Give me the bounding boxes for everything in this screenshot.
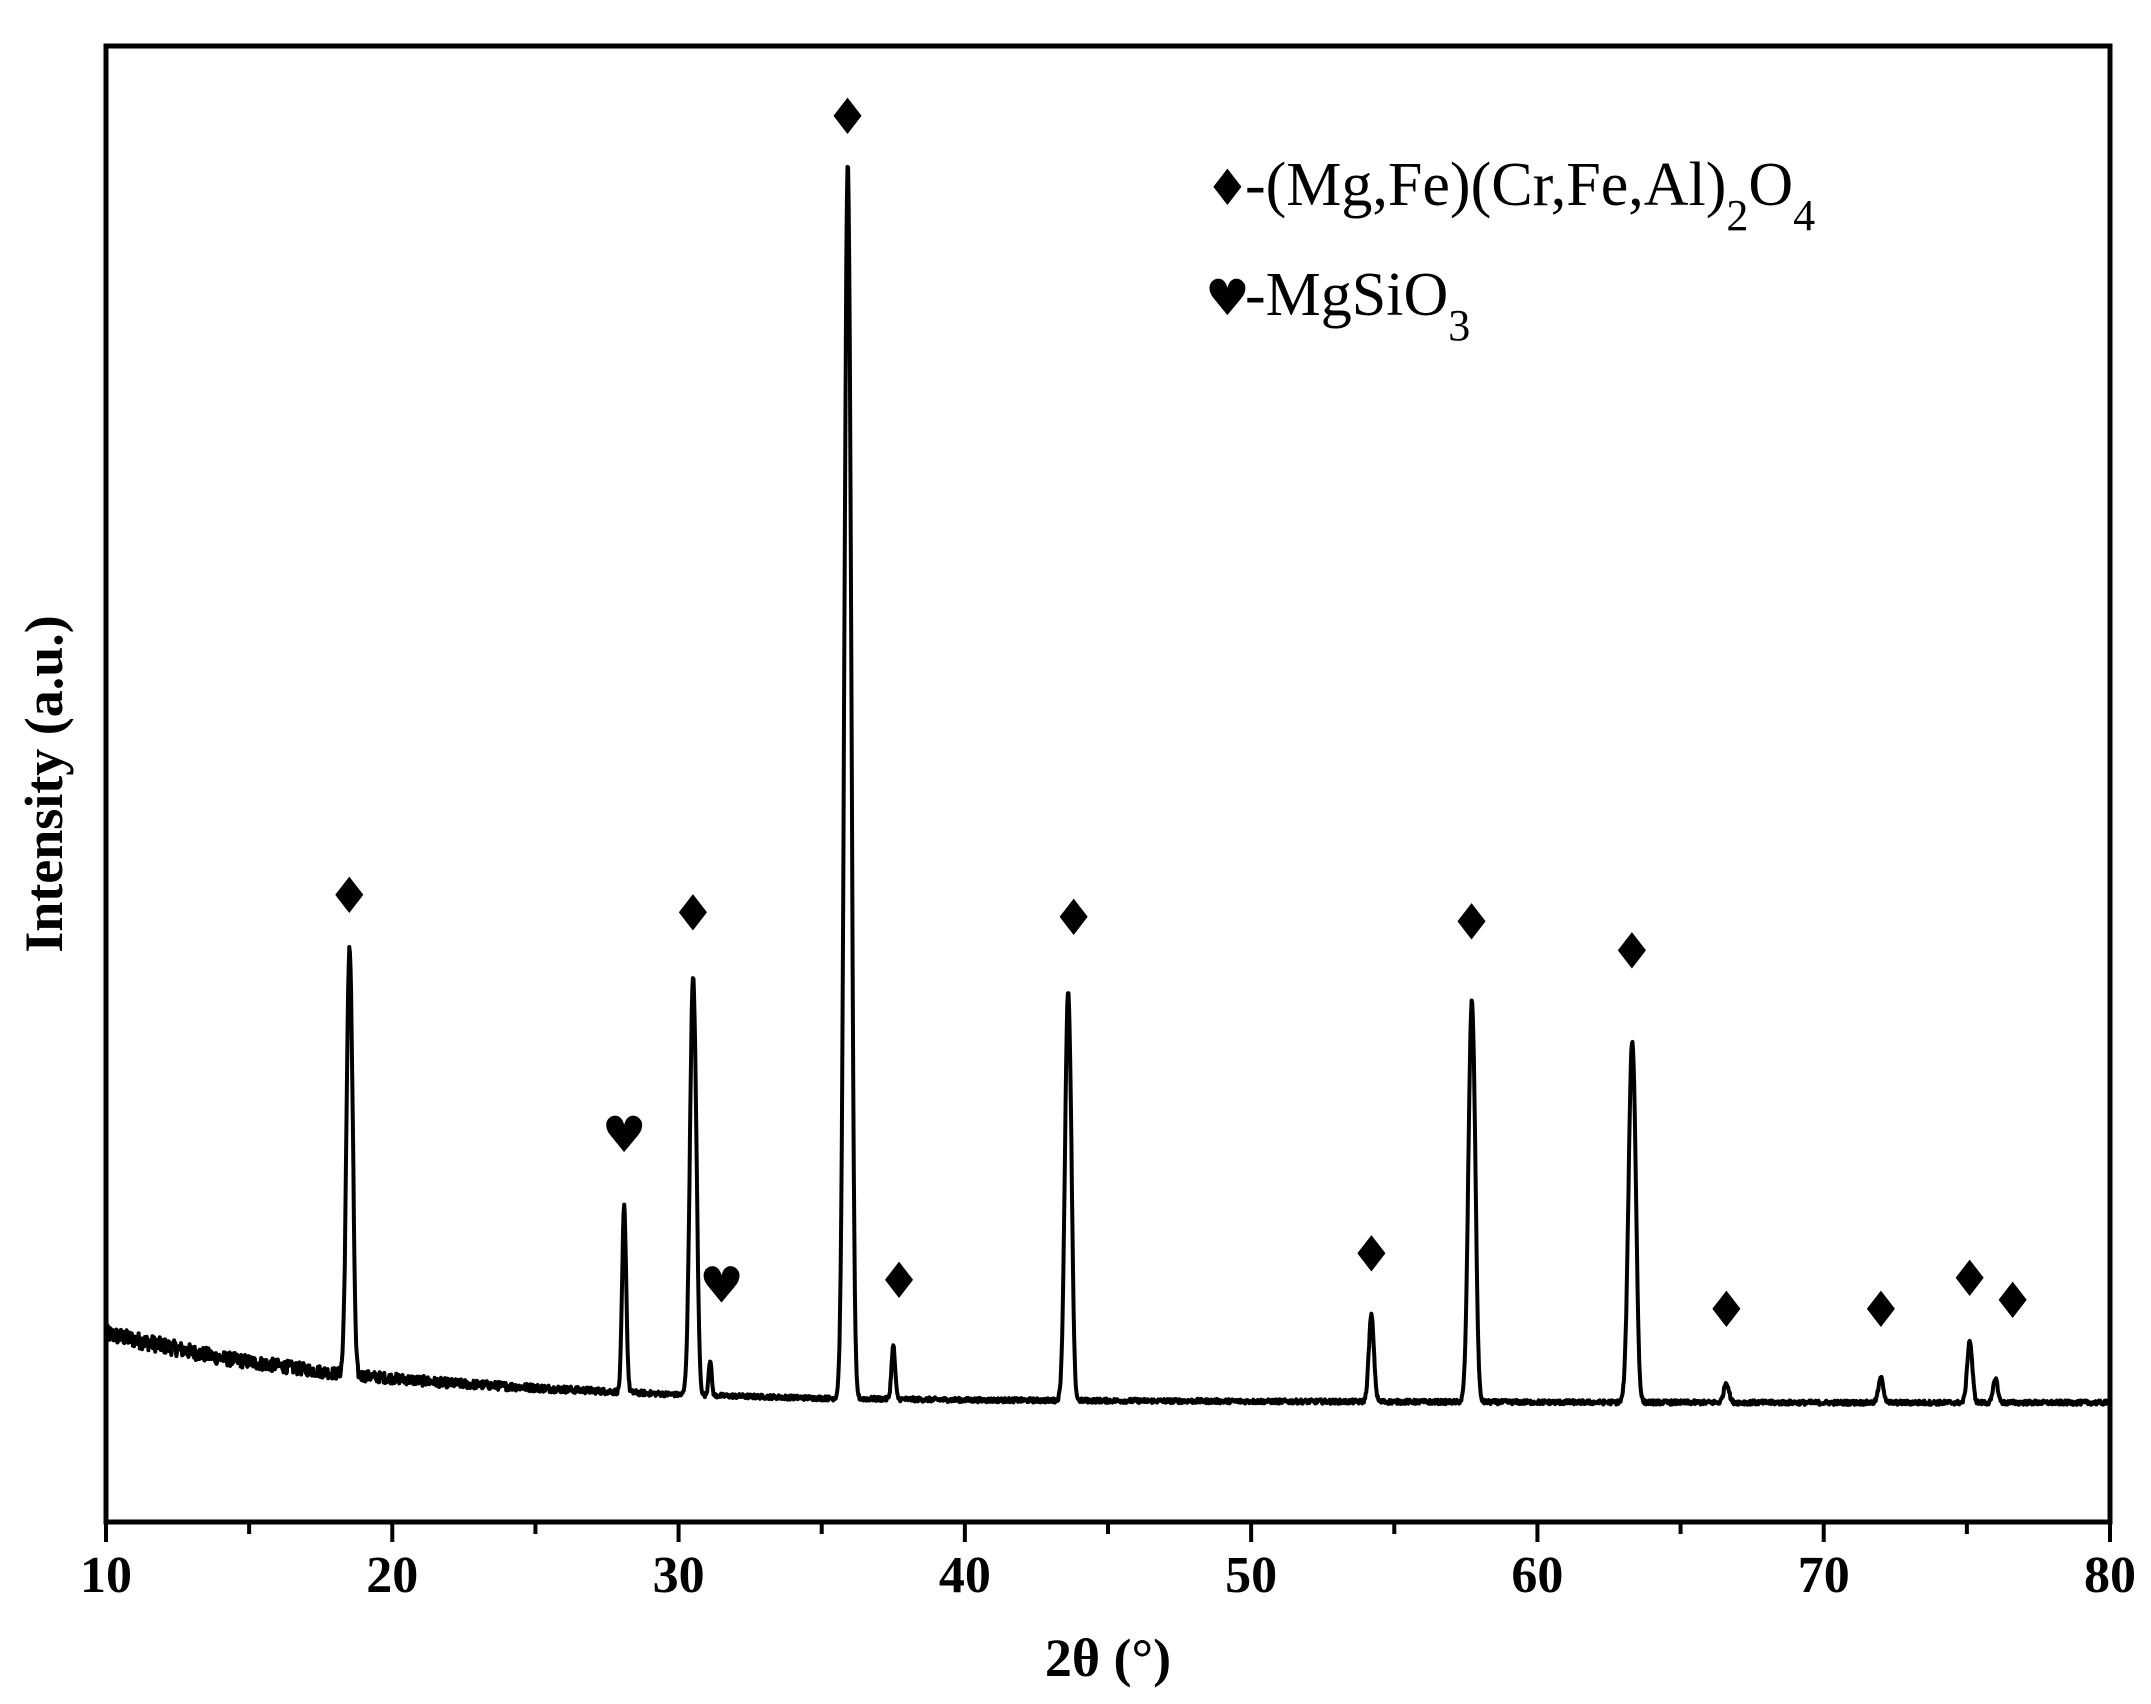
legend: ♦-(Mg,Fe)(Cr,Fe,Al)2O4 ♥-MgSiO3 [1205,151,1815,350]
x-tick-label: 60 [1511,1547,1563,1604]
x-tick-label: 80 [2084,1547,2136,1604]
x-tick-label: 50 [1225,1547,1277,1604]
diamond-marker: ♦ [1947,1250,1992,1308]
diamond-marker: ♦ [1990,1272,2035,1330]
diamond-marker: ♦ [1349,1226,1394,1284]
legend-entry-2: -MgSiO3 [1245,261,1470,350]
x-tick-label: 70 [1798,1547,1850,1604]
diamond-marker: ♦ [1051,889,1096,947]
plot-frame [103,43,2113,1525]
diamond-marker: ♦ [877,1252,922,1310]
y-axis-title: Intensity (a.u.) [14,615,74,953]
diamond-marker: ♦ [1609,922,1654,980]
x-axis-title: 2θ (°) [1045,1628,1171,1688]
xrd-pattern-line [104,164,2112,1407]
x-tick-label: 10 [80,1547,132,1604]
diamond-legend-symbol: ♦ [1205,159,1250,217]
x-tick-label: 30 [653,1547,705,1604]
heart-legend-symbol: ♥ [1205,269,1250,327]
diamond-marker: ♦ [327,867,372,925]
x-tick-label: 40 [939,1547,991,1604]
x-tick-label: 20 [366,1547,418,1604]
x-tick-labels: 10 20 30 40 50 60 70 80 [80,1547,2136,1604]
legend-entry-1: -(Mg,Fe)(Cr,Fe,Al)2O4 [1245,151,1815,240]
diamond-marker: ♦ [670,885,715,943]
heart-marker: ♥ [699,1257,744,1315]
diamond-marker: ♦ [825,88,870,146]
diamond-marker: ♦ [1859,1281,1904,1339]
heart-marker: ♥ [602,1106,647,1164]
diamond-marker: ♦ [1704,1281,1749,1339]
peak-markers: ♦♥♦♥♦♦♦♦♦ ♦♦ ♦♦♦ [327,88,2035,1339]
diamond-marker: ♦ [1449,894,1494,952]
